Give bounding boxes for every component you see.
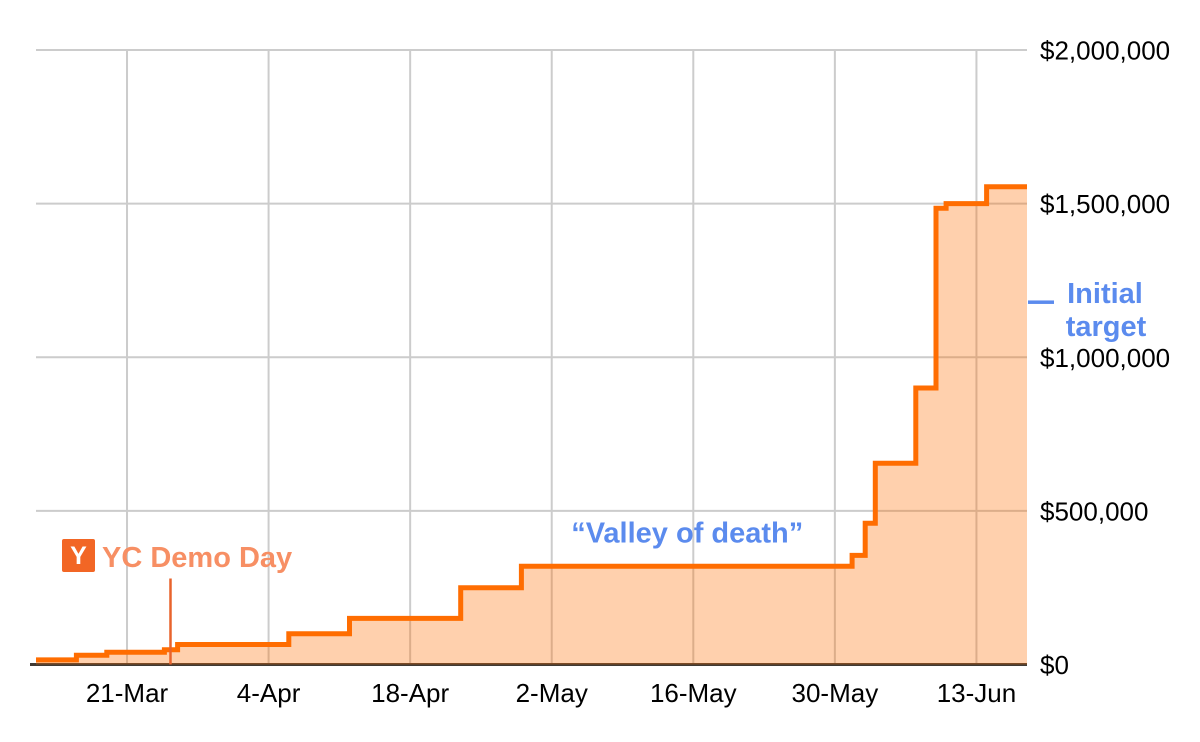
series-step-line: [36, 184, 1027, 663]
y-tick-label-$1,000,000: $1,000,000: [1040, 343, 1170, 373]
y-tick-label-$2,000,000: $2,000,000: [1040, 36, 1170, 66]
x-tick-label-30-May: 30-May: [792, 678, 879, 708]
initial-target-label-line2: target: [1066, 311, 1147, 343]
gridlines: [36, 49, 1027, 665]
valley-of-death-label: “Valley of death”: [571, 517, 803, 549]
x-tick-label-16-May: 16-May: [650, 678, 737, 708]
y-tick-label-$0: $0: [1040, 650, 1069, 680]
x-tick-label-4-Apr: 4-Apr: [237, 678, 301, 708]
x-tick-label-2-May: 2-May: [516, 678, 588, 708]
x-tick-label-18-Apr: 18-Apr: [371, 678, 449, 708]
series-area-fill: [36, 186, 1027, 665]
x-tick-label-13-Jun: 13-Jun: [937, 678, 1017, 708]
x-tick-label-21-Mar: 21-Mar: [86, 678, 169, 708]
y-tick-label-$500,000: $500,000: [1040, 496, 1148, 526]
yc-demo-day-label: YC Demo Day: [102, 542, 292, 574]
initial-target-dash: [1028, 300, 1054, 304]
yc-logo-letter: Y: [70, 542, 87, 570]
y-tick-label-$1,500,000: $1,500,000: [1040, 189, 1170, 219]
initial-target-label-line1: Initial: [1067, 278, 1143, 310]
yc-logo-icon: [62, 539, 95, 572]
